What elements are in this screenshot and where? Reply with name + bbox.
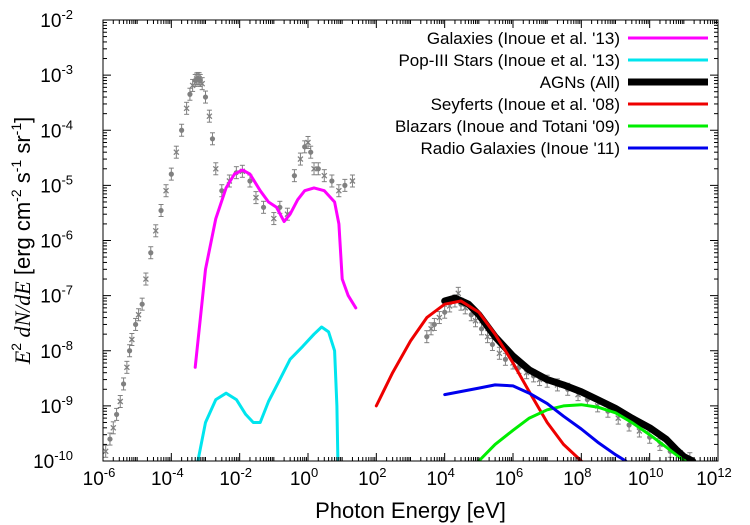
data-point [163,184,170,198]
legend-label-3: Seyferts (Inoue et al. '08) [431,95,620,114]
data-point [183,101,190,115]
data-point [302,140,308,154]
data-point [202,90,209,104]
data-point [103,444,109,458]
ticks-layer: 10-6 10-4 10-2 100 102 104 106 108 1010 1012 10-10… [33,7,732,490]
y-axis-title-part: -1 [8,123,24,136]
data-point [424,330,430,344]
data-point [321,169,328,183]
x-tick-label: 108 [563,465,591,490]
x-tick-label: 10-2 [219,465,252,490]
data-point [168,167,174,181]
data-point [305,135,311,149]
data-point [291,169,298,183]
data-point [436,311,443,325]
series-layer [193,168,697,461]
legend: Galaxies (Inoue et al. '13) Pop-III Stars… [395,29,708,158]
data-point [315,162,321,176]
data-point [270,212,277,226]
data-point [128,332,135,346]
x-tick-label: 104 [426,465,454,490]
y-axis-title: E2 dN/dE [erg cm-2 s-1 sr-1] [8,117,35,366]
y-tick-label: 10-9 [40,393,73,418]
data-point [142,272,149,286]
data-point [308,145,314,159]
series-line-2 [441,294,697,461]
data-point [133,317,139,331]
legend-label-5: Radio Galaxies (Inoue '11) [421,139,620,158]
y-axis-title-part: dN/dE [10,281,35,343]
data-point [206,109,213,123]
x-tick-label: 1012 [696,465,732,490]
data-point [123,360,130,374]
data-point [431,317,437,331]
y-tick-label: 10-7 [40,283,73,308]
data-point [179,123,185,137]
data-point [212,162,219,176]
series-line-4 [477,403,687,461]
y-axis-title-part: sr [10,135,35,159]
legend-label-0: Galaxies (Inoue et al. '13) [427,29,620,48]
data-point [158,204,164,218]
data-point [135,308,142,322]
data-point [187,87,193,101]
y-axis-title-part: s [10,172,35,189]
data-point [199,77,206,91]
data-point [442,305,448,319]
x-axis-title: Photon Energy [eV] [315,498,506,523]
data-point [349,174,356,188]
data-point [173,145,180,159]
y-axis-title-part: E [10,350,35,365]
y-tick-label: 10-6 [40,228,73,253]
series-line-3 [374,299,583,461]
x-tick-label: 100 [290,465,318,490]
legend-label-4: Blazars (Inoue and Totani '09) [395,117,620,136]
series-line-5 [443,383,628,461]
data-point [329,174,335,188]
x-tick-label: 1010 [628,465,664,490]
data-point [110,421,117,435]
data-point [107,432,113,446]
y-axis-title-part: 2 [8,343,24,351]
data-point [496,346,503,360]
y-axis-title-part: ] [10,117,35,123]
data-point [117,395,124,409]
x-tick-label: 10-6 [83,465,116,490]
data-point [311,162,317,176]
y-axis-title-part: -1 [8,160,24,173]
series-line-0 [193,168,358,369]
data-point [209,132,216,146]
data-point [342,178,348,192]
data-point [335,184,342,198]
data-point [253,191,259,205]
legend-label-2: AGNs (All) [540,73,620,92]
data-point [148,246,154,260]
series-line-1 [196,325,340,461]
data-point [152,224,159,238]
x-tick-label: 106 [495,465,523,490]
data-point [113,407,120,421]
data-point [120,377,127,391]
legend-label-1: Pop-III Stars (Inoue et al. '13) [398,51,620,70]
y-axis-title-part: [erg cm [10,202,35,281]
data-point [139,297,145,311]
data-point [260,200,267,214]
y-tick-label: 10-5 [40,172,73,197]
y-tick-label: 10-3 [40,62,73,87]
x-tick-label: 102 [358,465,386,490]
y-tick-label: 10-4 [40,117,73,142]
y-tick-label: 10-10 [33,448,73,473]
data-point [126,344,133,358]
x-tick-label: 10-4 [151,465,184,490]
y-axis-title-part: -2 [8,189,24,202]
y-tick-label: 10-2 [40,7,73,32]
y-tick-label: 10-8 [40,338,73,363]
data-point [297,152,304,166]
